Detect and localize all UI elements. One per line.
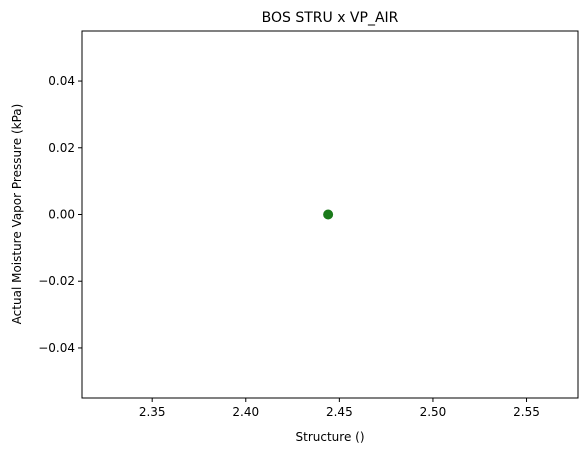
x-tick-label: 2.50 [420, 405, 447, 419]
y-tick-label: 0.04 [48, 74, 75, 88]
y-axis-label: Actual Moisture Vapor Pressure (kPa) [10, 104, 24, 325]
x-axis: 2.35 2.40 2.45 2.50 2.55 [139, 398, 540, 419]
x-tick-label: 2.45 [326, 405, 353, 419]
y-axis: −0.04 −0.02 0.00 0.02 0.04 [38, 74, 82, 355]
y-tick-label: −0.02 [38, 274, 75, 288]
data-point [323, 209, 334, 220]
x-axis-label: Structure () [296, 430, 365, 444]
y-tick-label: −0.04 [38, 341, 75, 355]
x-tick-label: 2.55 [513, 405, 540, 419]
x-tick-label: 2.35 [139, 405, 166, 419]
chart-title: BOS STRU x VP_AIR [262, 10, 399, 26]
y-tick-label: 0.02 [48, 141, 75, 155]
x-tick-label: 2.40 [232, 405, 259, 419]
y-tick-label: 0.00 [48, 208, 75, 222]
plot-frame [81, 30, 579, 399]
data-points [323, 209, 334, 220]
